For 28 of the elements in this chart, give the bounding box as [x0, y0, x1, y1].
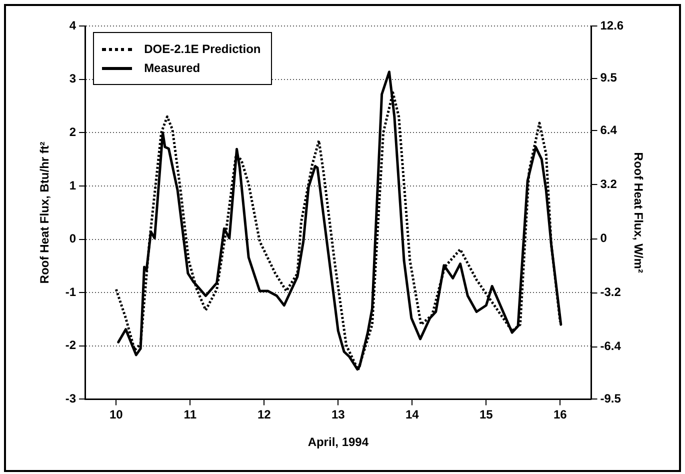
y-axis-title: Roof Heat Flux, Btu/hr ft²	[38, 142, 52, 284]
y2-tick-label: 3.2	[600, 177, 618, 192]
y2-tick-label: -6.4	[600, 339, 622, 354]
y-tick-label: 4	[69, 18, 76, 32]
x-axis-title: April, 1994	[308, 435, 369, 450]
y2-tick-label: -3.2	[600, 285, 622, 300]
y-tick-label: -3	[65, 392, 76, 406]
y-tick-label: -1	[65, 284, 76, 299]
x-tick-label: 12	[257, 408, 272, 422]
y2-tick-label: 0	[600, 231, 608, 246]
legend-label: DOE-2.1E Prediction	[144, 42, 261, 56]
y2-tick-label: 12.6	[600, 18, 624, 32]
y-tick-label: 1	[69, 178, 76, 192]
y-tick-label: 0	[69, 232, 76, 246]
y2-tick-label: 9.5	[600, 70, 618, 85]
y2-axis-title: Roof Heat Flux, W/m²	[631, 152, 646, 273]
x-tick-label: 10	[109, 408, 124, 422]
x-tick-label: 11	[184, 408, 197, 422]
x-tick-label: 16	[553, 408, 568, 422]
x-tick-label: 13	[331, 408, 346, 422]
x-tick-label: 14	[405, 408, 420, 422]
y2-tick-label: 6.4	[600, 123, 618, 138]
y-tick-label: 3	[69, 72, 76, 86]
y2-tick-label: -9.5	[600, 392, 622, 406]
legend-label: Measured	[144, 61, 200, 75]
y-tick-label: -2	[65, 338, 76, 352]
y-tick-label: 2	[69, 124, 76, 139]
x-tick-label: 15	[479, 408, 494, 422]
